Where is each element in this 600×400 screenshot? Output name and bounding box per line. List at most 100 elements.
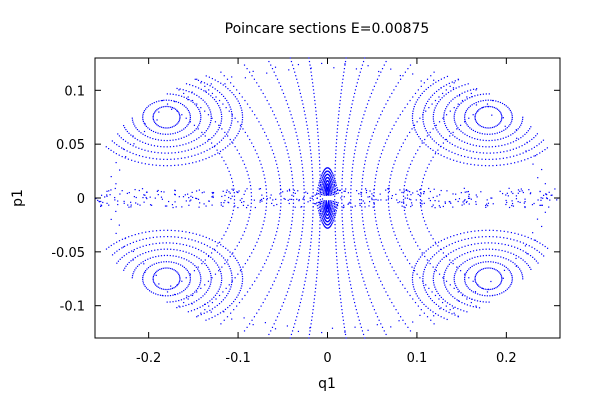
data-point: [209, 283, 212, 285]
data-point: [172, 139, 174, 141]
data-point: [440, 307, 442, 309]
data-point: [330, 183, 332, 185]
data-point: [184, 157, 186, 159]
data-point: [220, 202, 222, 204]
data-point: [160, 152, 163, 154]
data-point: [220, 281, 222, 284]
data-point: [278, 216, 281, 219]
data-point: [328, 186, 330, 188]
data-point: [427, 307, 429, 309]
data-point: [218, 270, 220, 272]
data-point: [318, 248, 320, 250]
data-point: [314, 287, 317, 289]
data-point: [539, 190, 541, 193]
data-point: [366, 241, 368, 243]
data-point: [399, 149, 401, 151]
data-point: [485, 93, 487, 95]
data-point: [214, 145, 216, 147]
data-point: [105, 248, 108, 250]
data-point: [238, 102, 240, 104]
data-point: [541, 225, 543, 228]
data-point: [220, 323, 222, 325]
data-point: [329, 210, 331, 212]
data-point: [334, 170, 336, 173]
data-point: [213, 248, 216, 250]
data-point: [194, 291, 196, 293]
data-point: [516, 264, 518, 267]
data-point: [363, 114, 365, 116]
data-point: [443, 247, 445, 249]
data-point: [341, 192, 343, 194]
data-point: [116, 250, 118, 252]
data-point: [241, 123, 243, 125]
data-point: [456, 286, 458, 289]
data-point: [463, 148, 465, 150]
data-point: [458, 128, 460, 131]
data-point: [327, 204, 329, 206]
data-point: [522, 116, 524, 118]
data-point: [449, 135, 451, 137]
data-point: [448, 292, 450, 294]
data-point: [342, 163, 344, 165]
data-point: [263, 174, 265, 176]
data-point: [187, 285, 189, 287]
data-point: [186, 295, 188, 297]
data-point: [330, 216, 332, 218]
data-point: [466, 311, 468, 313]
data-point: [312, 199, 314, 201]
data-point: [434, 312, 437, 315]
data-point: [309, 245, 312, 247]
data-point: [144, 270, 147, 272]
data-point: [329, 187, 332, 189]
data-point: [166, 158, 168, 161]
data-point: [188, 111, 190, 113]
data-point: [505, 105, 507, 107]
data-point: [176, 284, 178, 286]
data-point: [222, 95, 225, 97]
data-point: [481, 236, 483, 238]
data-point: [446, 106, 448, 108]
data-point: [442, 205, 444, 208]
data-point: [324, 185, 326, 187]
data-point: [481, 125, 483, 128]
data-point: [329, 194, 331, 196]
data-point: [452, 307, 455, 309]
data-point: [488, 93, 490, 95]
data-point: [482, 301, 484, 303]
data-point: [332, 214, 335, 216]
data-point: [303, 107, 305, 109]
data-point: [342, 223, 344, 226]
data-point: [177, 293, 179, 295]
data-point: [312, 184, 314, 187]
data-point: [434, 199, 436, 202]
data-point: [276, 231, 278, 233]
data-point: [328, 182, 330, 184]
data-point: [208, 254, 210, 257]
data-point: [204, 262, 206, 265]
data-point: [419, 256, 422, 258]
data-point: [520, 160, 523, 162]
data-point: [434, 125, 436, 127]
data-point: [399, 316, 402, 318]
data-point: [143, 111, 145, 114]
data-point: [289, 231, 291, 233]
data-point: [164, 152, 166, 154]
data-point: [158, 262, 160, 264]
data-point: [457, 308, 459, 310]
data-point: [530, 192, 532, 194]
data-point: [359, 204, 361, 207]
data-point: [321, 173, 323, 175]
data-point: [523, 202, 525, 204]
data-point: [208, 318, 210, 320]
data-point: [400, 146, 403, 148]
data-point: [231, 188, 233, 190]
data-point: [472, 114, 474, 116]
data-point: [299, 241, 302, 243]
data-point: [350, 107, 352, 109]
data-point: [347, 121, 350, 123]
data-point: [278, 177, 281, 180]
data-point: [265, 259, 267, 261]
data-point: [238, 301, 241, 304]
data-point: [202, 143, 204, 145]
data-point: [328, 186, 330, 188]
